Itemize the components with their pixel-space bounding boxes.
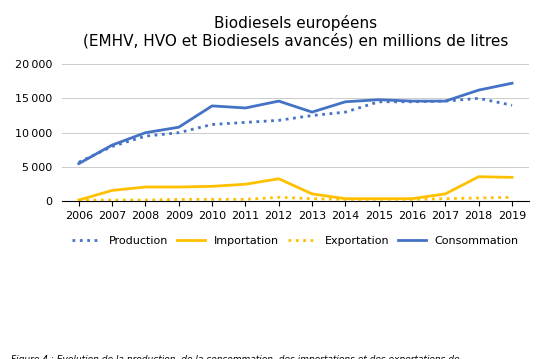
Consommation [375, 98, 382, 102]
Production [109, 144, 116, 149]
Importation [509, 175, 515, 180]
Consommation [309, 110, 315, 114]
Consommation [242, 106, 249, 110]
Production [442, 99, 449, 103]
Production [475, 96, 482, 101]
Production [76, 160, 82, 164]
Exportation [275, 195, 282, 200]
Consommation [142, 131, 149, 135]
Exportation [475, 196, 482, 200]
Exportation [309, 196, 315, 201]
Consommation [275, 99, 282, 103]
Importation [242, 182, 249, 186]
Consommation [409, 99, 415, 103]
Importation [109, 188, 116, 192]
Exportation [76, 198, 82, 202]
Exportation [208, 197, 215, 201]
Production [375, 100, 382, 104]
Consommation [442, 99, 449, 103]
Exportation [409, 197, 415, 201]
Importation [342, 196, 349, 201]
Importation [208, 184, 215, 188]
Production [342, 110, 349, 114]
Line: Importation: Importation [79, 177, 512, 200]
Exportation [142, 198, 149, 202]
Importation [375, 196, 382, 201]
Exportation [375, 197, 382, 201]
Importation [76, 198, 82, 202]
Exportation [442, 196, 449, 201]
Importation [409, 196, 415, 201]
Consommation [175, 125, 182, 129]
Importation [442, 192, 449, 196]
Importation [309, 192, 315, 196]
Exportation [175, 197, 182, 201]
Importation [275, 177, 282, 181]
Exportation [242, 197, 249, 201]
Line: Consommation: Consommation [79, 83, 512, 164]
Legend: Production, Importation, Exportation, Consommation: Production, Importation, Exportation, Co… [68, 232, 523, 251]
Consommation [342, 100, 349, 104]
Production [208, 122, 215, 127]
Consommation [76, 162, 82, 166]
Text: Figure 4 : Evolution de la production, de la consommation, des importations et d: Figure 4 : Evolution de la production, d… [11, 355, 460, 359]
Importation [475, 174, 482, 179]
Exportation [342, 197, 349, 201]
Consommation [109, 143, 116, 147]
Line: Production: Production [79, 98, 512, 162]
Exportation [109, 198, 116, 202]
Production [409, 100, 415, 104]
Importation [142, 185, 149, 189]
Line: Exportation: Exportation [79, 197, 512, 200]
Production [142, 134, 149, 138]
Production [309, 113, 315, 118]
Consommation [208, 104, 215, 108]
Production [242, 120, 249, 125]
Production [509, 103, 515, 107]
Exportation [509, 195, 515, 200]
Consommation [475, 88, 482, 92]
Importation [175, 185, 182, 189]
Title: Biodiesels européens
(EMHV, HVO et Biodiesels avancés) en millions de litres: Biodiesels européens (EMHV, HVO et Biodi… [83, 15, 508, 49]
Production [275, 118, 282, 122]
Consommation [509, 81, 515, 85]
Production [175, 131, 182, 135]
